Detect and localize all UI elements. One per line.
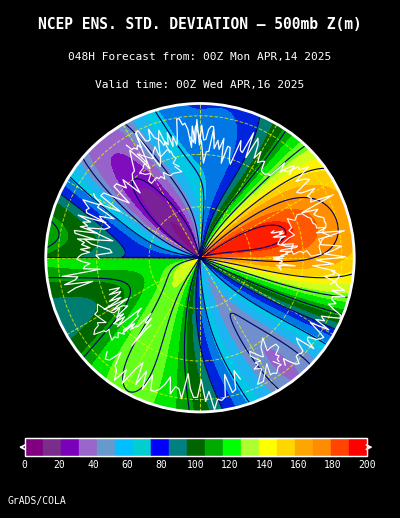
Text: 60: 60 bbox=[121, 460, 133, 470]
Bar bbox=[241, 438, 259, 456]
Text: 140: 140 bbox=[255, 460, 273, 470]
Bar bbox=[24, 438, 42, 456]
Bar bbox=[187, 438, 205, 456]
Bar bbox=[133, 438, 151, 456]
Bar bbox=[259, 438, 277, 456]
Bar bbox=[169, 438, 187, 456]
Text: NCEP ENS. STD. DEVIATION – 500mb Z(m): NCEP ENS. STD. DEVIATION – 500mb Z(m) bbox=[38, 17, 362, 32]
Text: 0: 0 bbox=[22, 460, 28, 470]
Text: 120: 120 bbox=[221, 460, 239, 470]
Text: 048H Forecast from: 00Z Mon APR,14 2025: 048H Forecast from: 00Z Mon APR,14 2025 bbox=[68, 52, 332, 62]
Text: 40: 40 bbox=[87, 460, 99, 470]
Text: 80: 80 bbox=[156, 460, 167, 470]
Bar bbox=[24, 438, 367, 456]
Text: 20: 20 bbox=[53, 460, 65, 470]
Bar bbox=[331, 438, 349, 456]
Bar bbox=[97, 438, 115, 456]
Circle shape bbox=[46, 104, 354, 412]
Bar bbox=[42, 438, 60, 456]
Text: GrADS/COLA: GrADS/COLA bbox=[8, 496, 67, 506]
Bar bbox=[349, 438, 367, 456]
Bar bbox=[115, 438, 133, 456]
Text: Valid time: 00Z Wed APR,16 2025: Valid time: 00Z Wed APR,16 2025 bbox=[95, 80, 305, 90]
Bar bbox=[60, 438, 79, 456]
Bar bbox=[313, 438, 331, 456]
Bar bbox=[277, 438, 295, 456]
Text: 180: 180 bbox=[324, 460, 342, 470]
Text: 100: 100 bbox=[187, 460, 204, 470]
Bar bbox=[79, 438, 97, 456]
Bar bbox=[223, 438, 241, 456]
Bar bbox=[295, 438, 313, 456]
Text: 200: 200 bbox=[358, 460, 376, 470]
Bar bbox=[151, 438, 169, 456]
Text: 160: 160 bbox=[290, 460, 307, 470]
Bar bbox=[205, 438, 223, 456]
